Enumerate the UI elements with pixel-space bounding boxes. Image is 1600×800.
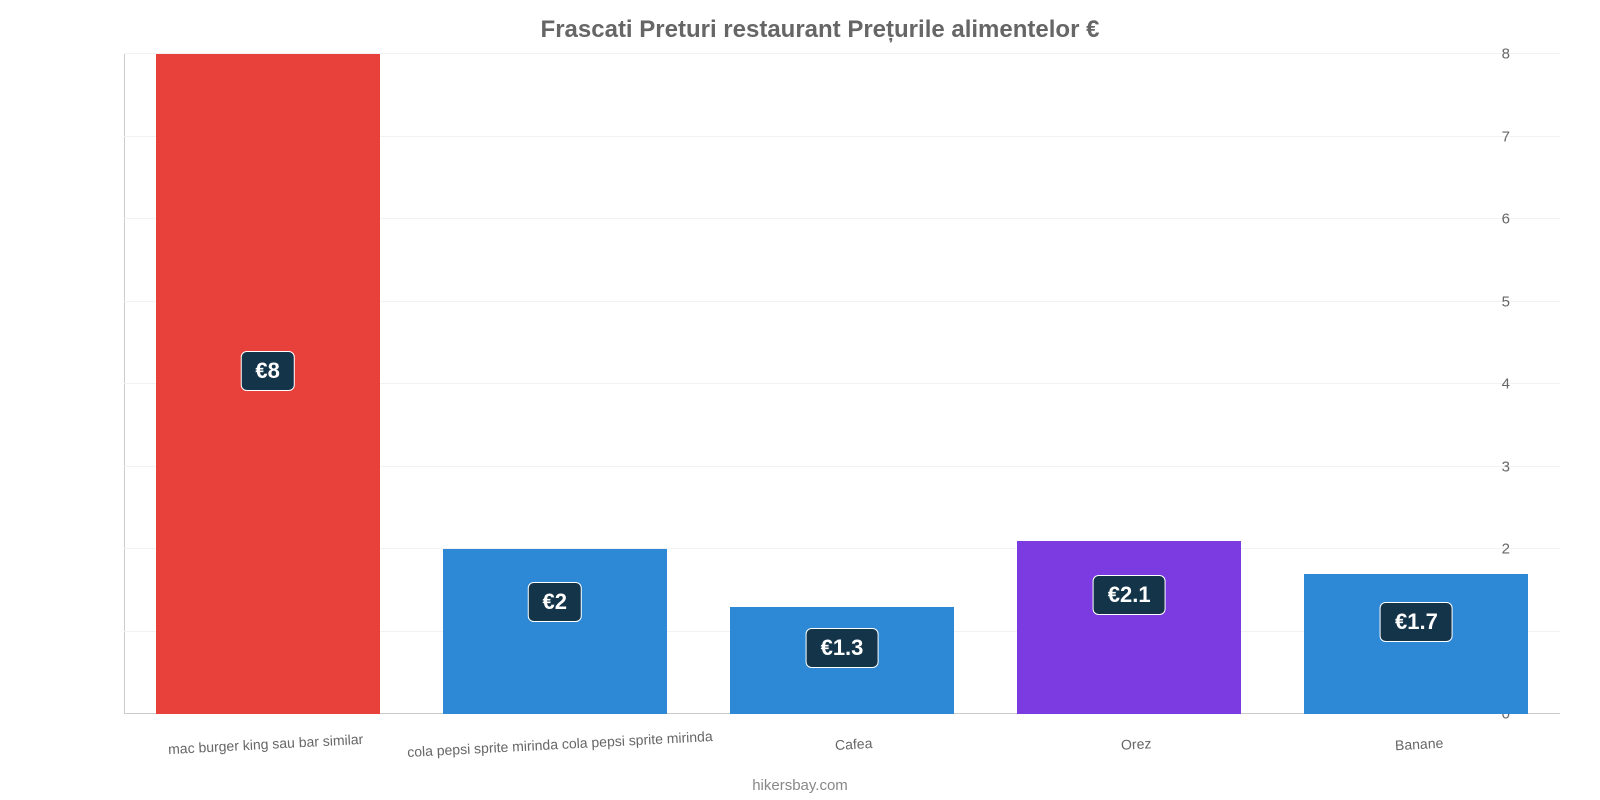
bar-value-label: €2.1	[1093, 575, 1166, 615]
bar: €2	[443, 549, 667, 714]
bar: €1.7	[1304, 574, 1528, 714]
chart-title: Frascati Preturi restaurant Prețurile al…	[80, 10, 1560, 54]
plot-area: 012345678 €8€2€1.3€2.1€1.7	[80, 54, 1560, 714]
bar-value-label: €8	[240, 351, 294, 391]
chart-container: Frascati Preturi restaurant Prețurile al…	[0, 0, 1600, 800]
bars-group: €8 €2 €1.3 €2.1 €1.7	[124, 54, 1560, 714]
bar: €2.1	[1017, 541, 1241, 714]
bar-slot: €1.7	[1273, 54, 1560, 714]
bar: €8	[156, 54, 380, 714]
credit-text: hikersbay.com	[0, 777, 1600, 794]
x-tick-label: cola pepsi sprite mirinda cola pepsi spr…	[407, 736, 713, 766]
bar-value-label: €2	[528, 582, 582, 622]
bar-slot: €2	[411, 54, 698, 714]
x-tick-label: Orez	[995, 736, 1278, 766]
bar-slot: €8	[124, 54, 411, 714]
bar-value-label: €1.3	[806, 628, 879, 668]
bar-value-label: €1.7	[1380, 602, 1453, 642]
x-tick-label: Cafea	[712, 736, 995, 766]
bar-slot: €2.1	[986, 54, 1273, 714]
x-tick-label: mac burger king sau bar similar	[124, 736, 407, 766]
bar: €1.3	[730, 607, 954, 714]
x-labels: mac burger king sau bar similarcola peps…	[124, 736, 1560, 766]
x-tick-label: Banane	[1277, 736, 1560, 766]
bar-slot: €1.3	[698, 54, 985, 714]
